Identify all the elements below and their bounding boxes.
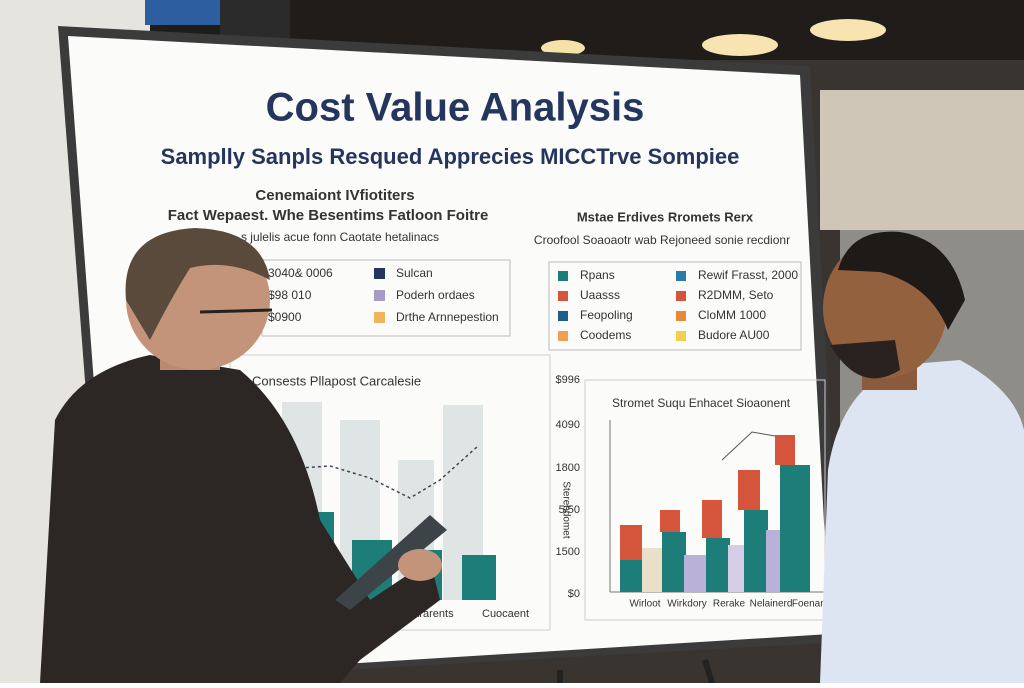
- wall-right: [820, 90, 1024, 230]
- sign: [145, 0, 220, 25]
- x-label: Cuocaent: [482, 608, 529, 620]
- legend-swatch: [676, 291, 686, 301]
- y-label: $996: [556, 374, 580, 386]
- legend-label: Rpans: [580, 268, 615, 282]
- legend-label: Drthe Arnnepestion: [396, 310, 499, 324]
- pillar: [220, 0, 290, 40]
- bar: [660, 510, 680, 532]
- legend-label: Budore AU00: [698, 328, 770, 342]
- x-label: Wirloot: [629, 599, 660, 610]
- beard: [830, 340, 900, 379]
- legend-swatch: [374, 290, 385, 301]
- legend-swatch: [374, 312, 385, 323]
- panel-heading: Mstae Erdives Rromets Rerx: [577, 209, 754, 224]
- person-right: [820, 231, 1024, 683]
- glasses: [199, 308, 273, 314]
- bar: [620, 525, 642, 560]
- y-label: 1500: [556, 546, 580, 558]
- x-label: Wirkdory: [667, 599, 706, 610]
- hand: [398, 549, 442, 581]
- legend-value: 3040& 0006: [268, 266, 333, 280]
- x-label: Foename: [792, 599, 835, 610]
- hair: [125, 228, 270, 340]
- bar: [620, 560, 642, 592]
- panel-heading: Fact Wepaest. Whe Besentims Fatloon Foit…: [168, 207, 489, 224]
- legend-label: R2DMM, Seto: [698, 288, 774, 302]
- legend-swatch: [676, 311, 686, 321]
- bar: [744, 510, 768, 592]
- chart-box: [584, 379, 826, 621]
- legend-value: $0900: [268, 310, 302, 324]
- bar: [775, 435, 795, 465]
- bar: [462, 555, 496, 600]
- bar: [738, 470, 760, 510]
- legend-label: Sulcan: [396, 266, 433, 280]
- legend-swatch: [558, 311, 568, 321]
- lamp: [541, 40, 585, 56]
- legend-label: Coodems: [580, 328, 631, 342]
- legend-swatch: [374, 268, 385, 279]
- lamp: [702, 34, 778, 56]
- chart-title: Stromet Suqu Enhacet Sioaonent: [612, 396, 791, 410]
- panel-heading: Croofool Soaoaotr wab Rejoneed sonie rec…: [534, 233, 790, 247]
- y-label: 4090: [556, 419, 580, 431]
- bar: [780, 465, 810, 592]
- bar: [662, 532, 686, 592]
- bar: [702, 500, 722, 538]
- legend-label: Uaasss: [580, 288, 620, 302]
- legend-box: [548, 261, 802, 351]
- y-label: $0: [568, 588, 580, 600]
- trend-line: [269, 445, 479, 499]
- y-label: 5/50: [559, 504, 580, 516]
- tablet: [335, 515, 447, 610]
- x-label: Rerake: [713, 599, 746, 610]
- legend-swatch: [558, 331, 568, 341]
- y-label: 1800: [556, 462, 580, 474]
- y-axis-title: Sterebdomet: [560, 481, 571, 538]
- legend-swatch: [676, 331, 686, 341]
- board-subtitle: Samplly Sanpls Resqued Apprecies MICCTrv…: [161, 144, 740, 169]
- easel-leg: [702, 659, 715, 684]
- lamp: [810, 19, 886, 41]
- legend-label: CloMM 1000: [698, 308, 766, 322]
- legend-label: Feopoling: [580, 308, 633, 322]
- hair: [838, 231, 965, 330]
- legend-label: Rewif Frasst, 2000: [698, 268, 798, 282]
- panel-heading: s julelis acue fonn Caotate hetalinacs: [241, 230, 439, 244]
- bar: [706, 538, 730, 592]
- panel-heading: Cenemaiont IVfiotiters: [255, 187, 414, 204]
- legend-swatch: [558, 291, 568, 301]
- legend-swatch: [558, 271, 568, 281]
- board-title: Cost Value Analysis: [266, 86, 645, 130]
- legend-value: $98 010: [268, 288, 312, 302]
- legend-swatch: [676, 271, 686, 281]
- shirt: [820, 360, 1024, 683]
- chart-title: Consests Pllapost Carcalesie: [252, 373, 421, 388]
- bar: [684, 555, 710, 592]
- person-left: [40, 228, 447, 683]
- legend-label: Poderh ordaes: [396, 288, 475, 302]
- trend-line: [721, 431, 776, 461]
- x-label: Nelainerd: [750, 599, 793, 610]
- right-bars: [620, 431, 810, 592]
